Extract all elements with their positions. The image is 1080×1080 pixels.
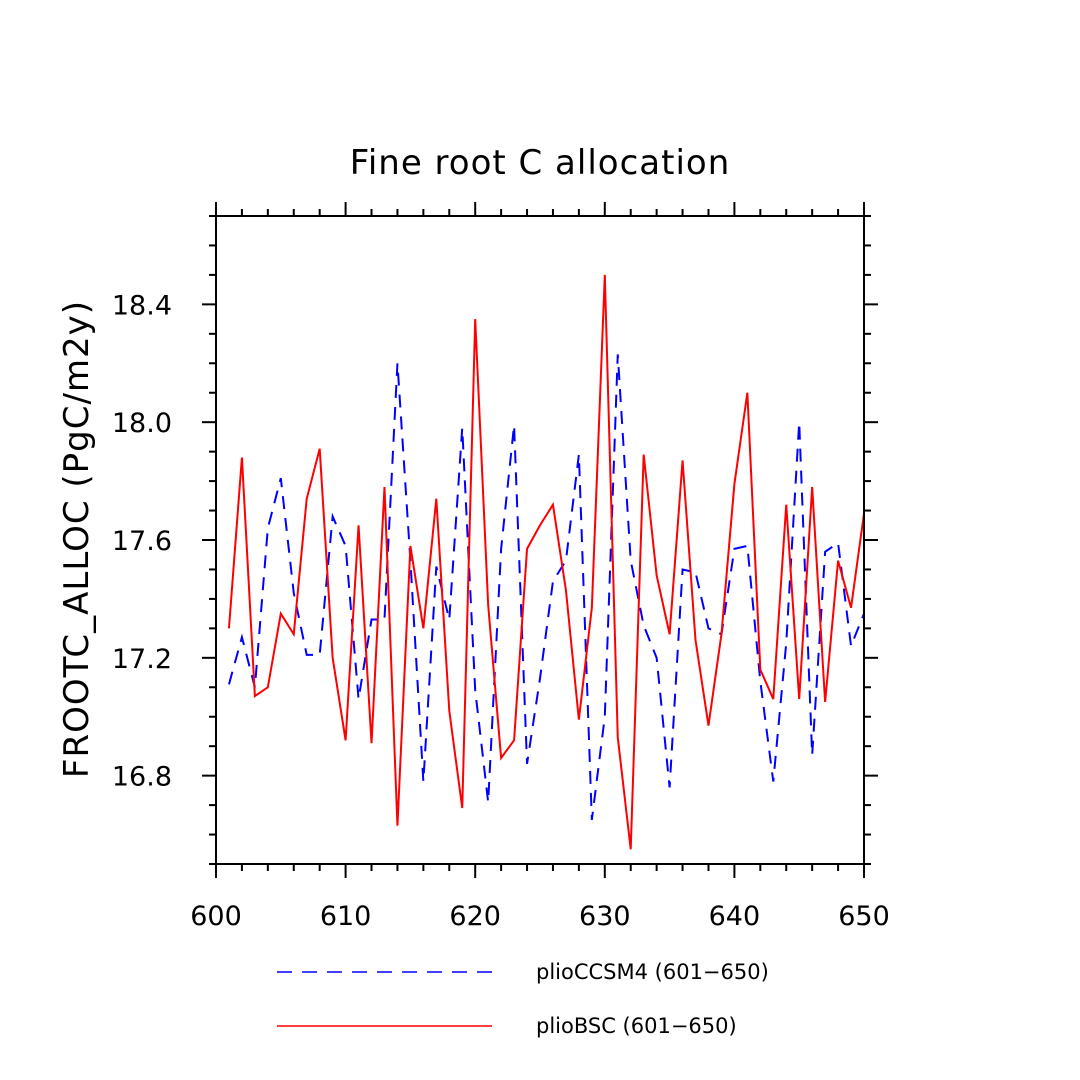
legend-label: plioCCSM4 (601−650) <box>536 960 769 984</box>
x-tick-label: 600 <box>190 901 242 932</box>
x-tick-label: 620 <box>449 901 501 932</box>
chart-title: Fine root C allocation <box>350 143 731 183</box>
tick-labels-layer: 600 610 620 630 640 650 16.8 17.2 17.6 18.0 18.4 <box>112 290 890 932</box>
x-tick-label: 630 <box>579 901 631 932</box>
series-line-pliocssm4 <box>227 354 865 820</box>
x-tick-label: 650 <box>838 901 890 932</box>
legend-label: plioBSC (601−650) <box>536 1014 737 1038</box>
x-tick-label: 610 <box>320 901 372 932</box>
y-tick-label: 18.4 <box>112 290 172 321</box>
y-tick-label: 17.2 <box>112 644 172 675</box>
series-layer <box>227 274 865 850</box>
y-axis-label: FROOTC_ALLOC (PgC/m2y) <box>57 300 97 778</box>
x-tick-label: 640 <box>709 901 761 932</box>
y-tick-label: 18.0 <box>112 408 172 439</box>
plot-frame <box>215 215 865 865</box>
y-tick-label: 16.8 <box>112 762 172 793</box>
series-line-pliobsc <box>227 274 865 850</box>
ticks-layer <box>202 202 878 878</box>
legend: plioCCSM4 (601−650) plioBSC (601−650) <box>277 960 769 1038</box>
y-tick-label: 17.6 <box>112 526 172 557</box>
